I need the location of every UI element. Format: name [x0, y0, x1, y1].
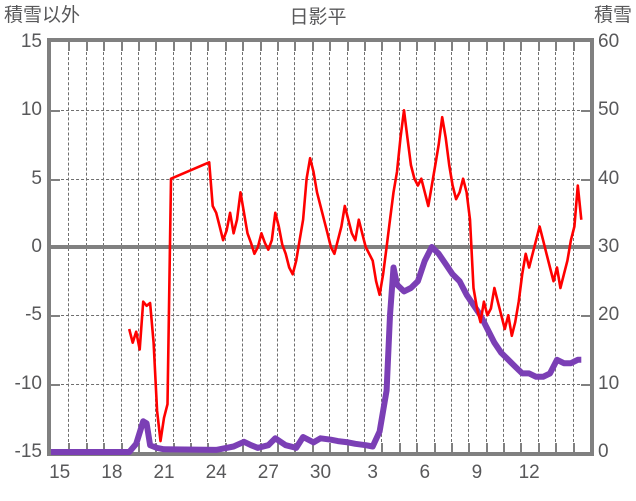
- x-tick: [294, 42, 297, 51]
- x-tick: [363, 42, 366, 51]
- y-tick: [581, 247, 590, 249]
- x-tick: [259, 42, 262, 51]
- x-tick: [103, 42, 106, 51]
- x-axis-label: 15: [49, 462, 71, 483]
- x-tick: [68, 42, 71, 51]
- y-axis-left-label: 5: [31, 167, 42, 189]
- x-tick: [537, 443, 540, 452]
- x-tick: [468, 443, 471, 452]
- y-tick: [51, 110, 60, 113]
- y-tick: [51, 178, 60, 181]
- x-tick: [277, 443, 280, 452]
- x-tick: [85, 443, 88, 452]
- y-tick: [51, 315, 60, 318]
- x-tick: [485, 443, 488, 452]
- x-tick: [503, 443, 506, 452]
- y-axis-right-label: 40: [598, 167, 620, 189]
- x-tick: [468, 42, 471, 51]
- x-tick: [520, 443, 523, 452]
- x-tick: [398, 42, 401, 51]
- y-tick: [581, 315, 590, 318]
- x-tick: [346, 42, 349, 51]
- x-tick: [224, 42, 227, 51]
- y-tick: [581, 383, 590, 386]
- x-tick: [520, 42, 523, 51]
- x-axis-label: 18: [101, 462, 123, 483]
- x-tick: [85, 42, 88, 51]
- x-tick: [503, 42, 506, 51]
- x-tick: [190, 42, 193, 51]
- y-axis-right-label: 10: [598, 372, 620, 394]
- y-axis-left-label: -5: [25, 304, 42, 326]
- x-tick: [277, 42, 280, 51]
- y-tick: [51, 383, 60, 386]
- y-axis-right-label: 60: [598, 31, 620, 52]
- x-tick: [537, 42, 540, 51]
- temperature-line: [127, 109, 583, 443]
- horizontal-gridline: [51, 178, 590, 180]
- x-tick: [485, 42, 488, 51]
- x-axis-label: 9: [471, 462, 483, 483]
- x-axis-label: 21: [153, 462, 175, 483]
- snow-depth-line: [51, 244, 582, 455]
- x-tick: [555, 42, 558, 51]
- x-axis-label: 24: [205, 462, 227, 483]
- x-tick: [329, 42, 332, 51]
- x-tick: [103, 443, 106, 452]
- y-axis-right-label: 0: [598, 441, 609, 462]
- x-tick: [242, 42, 245, 51]
- x-axis-label: 12: [518, 462, 540, 483]
- y-axis-left-label: 0: [31, 236, 42, 257]
- zero-line: [51, 245, 590, 249]
- plot-area: [47, 38, 594, 456]
- y-axis-right-label: 20: [598, 304, 620, 326]
- x-tick: [172, 42, 175, 51]
- x-tick: [346, 443, 349, 452]
- chart-title: 日影平: [289, 7, 347, 28]
- x-tick: [311, 443, 314, 452]
- left-axis-title: 積雪以外: [4, 5, 81, 26]
- x-tick: [450, 443, 453, 452]
- x-axis-label: 3: [367, 462, 378, 483]
- y-axis-left-label: 10: [20, 99, 42, 121]
- y-axis-left-label: -10: [14, 372, 42, 394]
- horizontal-gridline: [51, 315, 590, 317]
- x-axis-label: 6: [419, 462, 431, 483]
- x-tick: [381, 443, 384, 452]
- x-tick: [398, 443, 401, 452]
- x-tick: [433, 443, 436, 452]
- x-tick: [450, 42, 453, 51]
- x-tick: [381, 42, 384, 51]
- x-tick: [555, 443, 558, 452]
- y-axis-left-label: 15: [20, 31, 42, 52]
- x-tick: [120, 443, 123, 452]
- x-tick: [329, 443, 332, 452]
- x-tick: [433, 42, 436, 51]
- x-tick: [311, 42, 314, 51]
- right-axis-title: 積雪: [593, 5, 632, 26]
- y-tick: [581, 110, 590, 113]
- x-tick: [572, 443, 575, 452]
- x-tick: [207, 42, 210, 51]
- x-axis-label: 30: [309, 462, 332, 483]
- y-axis-right-label: 50: [598, 99, 620, 121]
- x-tick: [242, 443, 245, 452]
- y-tick: [51, 247, 60, 249]
- x-tick: [155, 42, 158, 51]
- series-layer: [51, 109, 583, 455]
- x-tick: [572, 42, 575, 51]
- x-tick: [137, 443, 140, 452]
- x-tick: [416, 443, 419, 452]
- x-tick: [137, 42, 140, 51]
- x-tick: [416, 42, 419, 51]
- x-tick: [68, 443, 71, 452]
- y-axis-left-label: -15: [14, 441, 42, 462]
- y-tick: [581, 178, 590, 181]
- x-tick: [120, 42, 123, 51]
- y-axis-right-label: 30: [598, 236, 620, 257]
- x-axis-label: 27: [257, 462, 279, 483]
- horizontal-gridline: [51, 383, 590, 385]
- horizontal-gridline: [51, 110, 590, 112]
